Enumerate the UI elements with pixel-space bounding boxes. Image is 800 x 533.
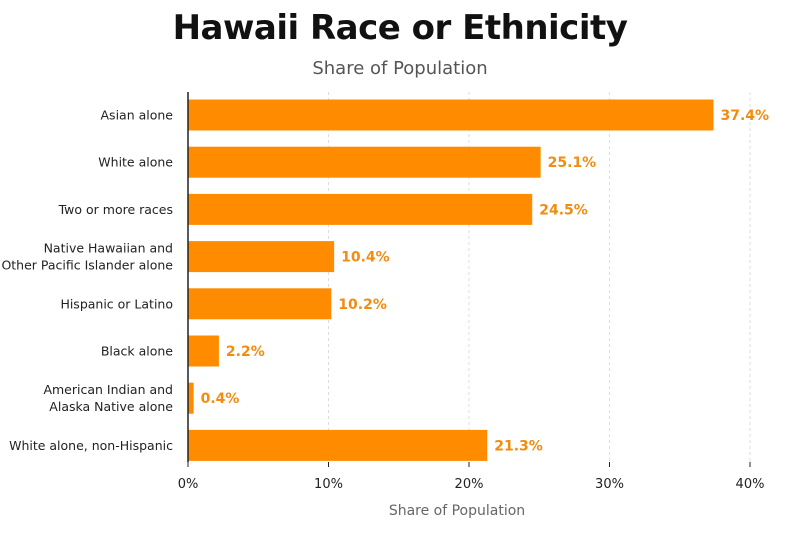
value-label: 25.1% (548, 155, 597, 171)
value-label: 10.2% (338, 297, 387, 313)
category-labels: Asian alone White alone Two or more races N… (1, 108, 173, 453)
category-label: Two or more races (58, 202, 173, 217)
x-tick-label: 30% (595, 477, 624, 492)
chart-title: Hawaii Race or Ethnicity (172, 8, 628, 48)
value-label: 21.3% (494, 438, 543, 454)
value-labels: 37.4% 25.1% 24.5% 10.4% 10.2% 2.2% 0.4% 21.3% (201, 108, 769, 454)
category-label: Hispanic or Latino (60, 296, 173, 311)
category-label: Alaska Native alone (49, 399, 173, 414)
bar (188, 382, 194, 414)
category-label: Black alone (101, 344, 173, 359)
category-label: White alone (98, 155, 173, 170)
chart-subtitle: Share of Population (312, 58, 488, 79)
value-label: 24.5% (539, 202, 588, 218)
category-label: American Indian and (43, 382, 173, 397)
category-label: Asian alone (101, 108, 174, 123)
category-label: White alone, non-Hispanic (9, 438, 173, 453)
x-axis-title: Share of Population (389, 503, 525, 519)
bar (188, 146, 541, 178)
x-tick-label: 20% (455, 477, 484, 492)
category-label: Native Hawaiian and (44, 241, 173, 256)
bar (188, 288, 332, 320)
bar (188, 335, 219, 367)
x-tick-label: 10% (314, 477, 343, 492)
value-label: 37.4% (720, 108, 769, 124)
bars (188, 99, 714, 461)
value-label: 0.4% (201, 391, 240, 407)
value-label: 2.2% (226, 344, 265, 360)
x-axis: 0% 10% 20% 30% 40% (178, 92, 765, 492)
bar (188, 241, 335, 273)
x-tick-label: 40% (736, 477, 765, 492)
bar (188, 99, 714, 131)
x-tick-label: 0% (178, 477, 199, 492)
bar (188, 429, 488, 461)
category-label: Other Pacific Islander alone (1, 258, 173, 273)
value-label: 10.4% (341, 250, 390, 266)
bar (188, 193, 533, 225)
